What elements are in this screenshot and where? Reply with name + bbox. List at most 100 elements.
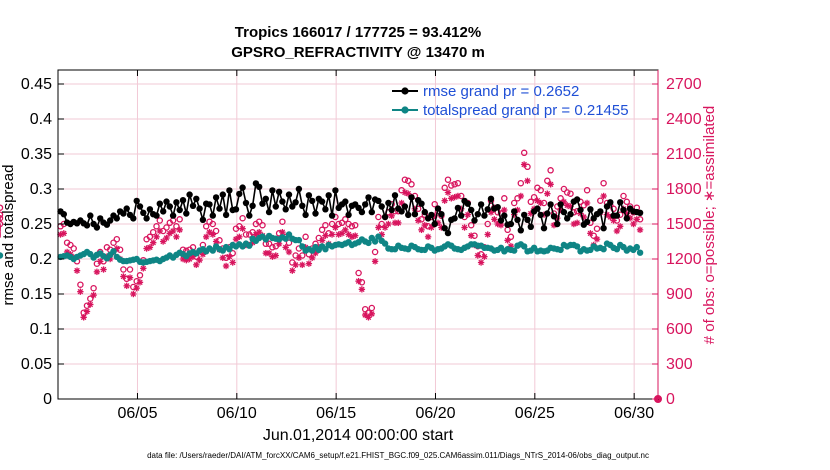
possible-obs-point (623, 198, 631, 206)
assimilated-obs-point (176, 226, 183, 234)
possible-obs-point (259, 221, 266, 229)
rmse-point (471, 217, 478, 224)
rmse-point (292, 199, 299, 206)
assimilated-obs-point (308, 254, 316, 262)
y-right-tick-label: 1500 (666, 216, 702, 233)
assimilated-obs-point (477, 259, 485, 266)
y-left-tick-label: 0.15 (21, 286, 52, 303)
rmse-point (391, 192, 399, 199)
rmse-point (484, 206, 491, 213)
legend-label-spread: totalspread grand pr = 0.21455 (423, 102, 629, 119)
assimilated-obs-point (421, 221, 428, 229)
possible-obs-point (351, 221, 359, 229)
x-tick-label: 06/10 (217, 405, 257, 422)
rmse-point (156, 200, 163, 207)
rmse-point (196, 205, 203, 212)
totalspread-point (246, 242, 253, 249)
assimilated-obs-point (636, 226, 644, 234)
totalspread-point (371, 238, 379, 245)
assimilated-obs-point (332, 224, 339, 231)
possible-obs-point (176, 216, 183, 223)
possible-obs-point (563, 189, 571, 196)
rmse-point (256, 183, 263, 191)
possible-obs-point (408, 181, 415, 188)
y-right-tick-label: 1800 (666, 181, 702, 198)
assimilated-obs-point (441, 197, 448, 204)
y-left-tick-label: 0.2 (30, 251, 52, 268)
possible-obs-point (67, 241, 74, 249)
rmse-point (222, 211, 230, 219)
assimilated-obs-point (130, 290, 137, 298)
rmse-point (199, 216, 207, 223)
possible-obs-point (544, 177, 551, 185)
possible-obs-point (146, 233, 154, 241)
assimilated-obs-point (524, 177, 531, 185)
possible-obs-point (110, 239, 117, 246)
possible-obs-point (371, 248, 379, 256)
possible-obs-point (242, 231, 250, 238)
assimilated-obs-point (358, 286, 366, 293)
chart-title-line2: GPSRO_REFRACTIVITY @ 13470 m (231, 44, 485, 61)
possible-obs-point (236, 223, 243, 230)
assimilated-obs-point (520, 161, 528, 168)
rmse-point (272, 203, 279, 210)
assimilated-obs-point (481, 253, 488, 260)
possible-obs-point (583, 186, 591, 194)
assimilated-obs-point (600, 192, 607, 200)
rmse-point (312, 210, 319, 217)
assimilated-obs-point (322, 232, 329, 239)
possible-obs-point (70, 245, 77, 252)
possible-obs-point (517, 179, 525, 187)
rmse-point (554, 220, 561, 228)
assimilated-obs-point (633, 216, 640, 223)
rmse-point (375, 197, 382, 205)
rmse-point (405, 211, 412, 219)
rmse-point (209, 212, 216, 219)
possible-obs-point (0, 211, 4, 218)
rmse-point (186, 191, 193, 198)
assimilated-obs-point (73, 267, 81, 274)
assimilated-obs-point (236, 233, 243, 241)
assimilated-obs-point (146, 244, 154, 251)
rmse-point (514, 216, 521, 223)
rmse-point (153, 212, 160, 219)
rmse-point (183, 210, 190, 217)
assimilated-obs-point (613, 227, 621, 235)
rmse-point (299, 202, 306, 209)
rmse-point (305, 192, 313, 199)
assimilated-obs-point (226, 253, 233, 260)
rmse-point (219, 191, 226, 198)
rmse-point (607, 199, 614, 206)
totalspread-point (511, 247, 518, 254)
assimilated-obs-point (537, 199, 544, 207)
possible-obs-point (156, 217, 164, 224)
assimilated-obs-point (424, 233, 432, 241)
rmse-point (524, 216, 531, 223)
assimilated-obs-point (318, 237, 326, 244)
assimilated-obs-point (60, 230, 67, 237)
assimilated-obs-point (136, 279, 144, 286)
rmse-point (540, 225, 548, 232)
rmse-point (140, 209, 147, 216)
totalspread-point (381, 240, 389, 247)
possible-obs-point (368, 304, 376, 312)
rmse-point (381, 213, 389, 221)
assimilated-obs-point (352, 232, 359, 239)
rmse-point (332, 187, 339, 194)
assimilated-obs-point (461, 224, 468, 231)
y-right-tick-label: 2100 (666, 146, 702, 163)
possible-obs-point (120, 266, 127, 273)
assimilated-obs-point (395, 219, 402, 227)
assimilated-obs-point (156, 227, 164, 235)
possible-obs-point (530, 193, 538, 201)
rmse-point (441, 225, 448, 232)
assimilated-obs-point (454, 192, 462, 200)
rmse-point (193, 195, 200, 202)
rmse-point (537, 211, 544, 219)
assimilated-obs-point (285, 248, 293, 256)
assimilated-obs-point (196, 256, 203, 264)
possible-obs-point (501, 195, 508, 202)
y-right-tick-label: 1200 (666, 251, 702, 268)
possible-obs-point (328, 220, 336, 228)
